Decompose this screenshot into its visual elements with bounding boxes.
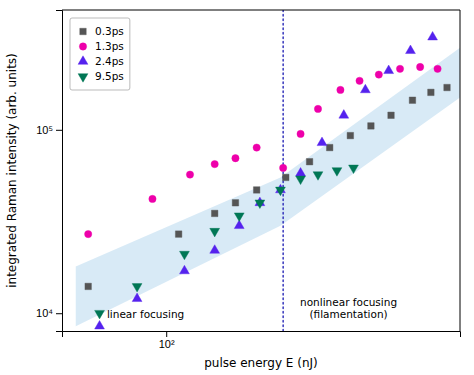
tick: 10²: [159, 331, 175, 350]
frame-line: [62, 10, 460, 11]
point: [388, 112, 394, 118]
point: [283, 174, 289, 180]
point: [95, 320, 105, 329]
point: [255, 200, 265, 209]
tick-label: 10⁵: [36, 124, 53, 136]
tick: 10⁴: [36, 307, 62, 319]
x-axis: 10²: [63, 331, 461, 350]
tick-mark: [166, 331, 167, 337]
marks: [76, 10, 460, 331]
point: [349, 165, 359, 174]
point: [210, 245, 220, 254]
point: [317, 137, 327, 146]
point: [149, 195, 156, 202]
point: [253, 187, 259, 193]
point: [356, 77, 363, 84]
point: [211, 160, 218, 167]
point: [375, 71, 382, 78]
series: [85, 63, 442, 237]
legend-label: 2.4ps: [95, 55, 124, 67]
point: [314, 105, 321, 112]
point: [313, 172, 323, 181]
point: [95, 310, 105, 319]
band: [76, 48, 460, 326]
legend-label: 1.3ps: [95, 40, 124, 52]
point: [347, 132, 353, 138]
plot: 10² 10⁴ 10⁵ pulse energy E (nJ) integrated R…: [5, 10, 461, 370]
legend-symbol: [80, 28, 86, 34]
series: [95, 31, 438, 329]
legend-item: 9.5ps: [78, 70, 124, 82]
point: [297, 130, 304, 137]
chart: 10² 10⁴ 10⁵ pulse energy E (nJ) integrated R…: [0, 0, 474, 375]
axis-line: [63, 332, 461, 338]
point: [444, 84, 450, 90]
point: [175, 231, 181, 237]
annotation-line: linear focusing: [107, 308, 184, 320]
legend-label: 9.5ps: [95, 70, 124, 82]
point: [132, 284, 142, 293]
point: [296, 176, 306, 185]
point: [384, 65, 394, 74]
legend-symbol: [78, 56, 88, 65]
point: [409, 97, 415, 103]
legend-label: 0.3ps: [95, 25, 124, 37]
point: [279, 164, 286, 171]
legend: 0.3ps 1.3ps 2.4ps 9.5ps: [70, 18, 130, 90]
legend-symbol: [79, 43, 86, 50]
point: [85, 230, 92, 237]
series: [85, 84, 450, 289]
legend-item: 1.3ps: [79, 40, 123, 52]
point: [416, 63, 423, 70]
point: [360, 84, 370, 93]
point: [339, 110, 349, 119]
point: [253, 144, 260, 151]
point: [232, 200, 238, 206]
legend-frame: [70, 18, 130, 90]
point: [132, 293, 142, 302]
point: [210, 228, 220, 237]
point: [232, 155, 239, 162]
y-axis-title: integrated Raman intensity (arb. units): [5, 53, 19, 288]
point: [180, 265, 190, 274]
point: [211, 210, 217, 216]
point: [428, 89, 434, 95]
axis-line: [56, 11, 63, 332]
tick-mark: [56, 313, 62, 314]
annotation-line: (filamentation): [309, 308, 387, 320]
annotation: nonlinear focusing(filamentation): [300, 296, 397, 320]
tick: 10⁵: [36, 124, 62, 136]
point: [434, 65, 441, 72]
point: [396, 65, 403, 72]
point: [186, 171, 193, 178]
y-axis: 10⁴ 10⁵: [36, 11, 62, 332]
point: [368, 123, 374, 129]
point: [428, 31, 438, 40]
point: [234, 213, 244, 222]
point: [180, 251, 190, 260]
frame-line: [460, 10, 461, 331]
tick-label: 10⁴: [36, 307, 53, 319]
legend-item: 0.3ps: [80, 25, 124, 37]
point: [85, 283, 91, 289]
x-axis-title: pulse energy E (nJ): [204, 356, 318, 370]
legend-item: 2.4ps: [78, 55, 124, 67]
tick-mark: [56, 130, 62, 131]
point: [337, 86, 344, 93]
point: [326, 144, 332, 150]
point: [306, 158, 312, 164]
point: [406, 45, 416, 54]
point: [276, 187, 286, 196]
annotation-line: nonlinear focusing: [300, 296, 397, 308]
point: [296, 168, 306, 177]
tick-label: 10²: [159, 338, 175, 350]
annotation: linear focusing: [107, 308, 184, 320]
legend-symbol: [78, 74, 88, 83]
point: [332, 168, 342, 177]
